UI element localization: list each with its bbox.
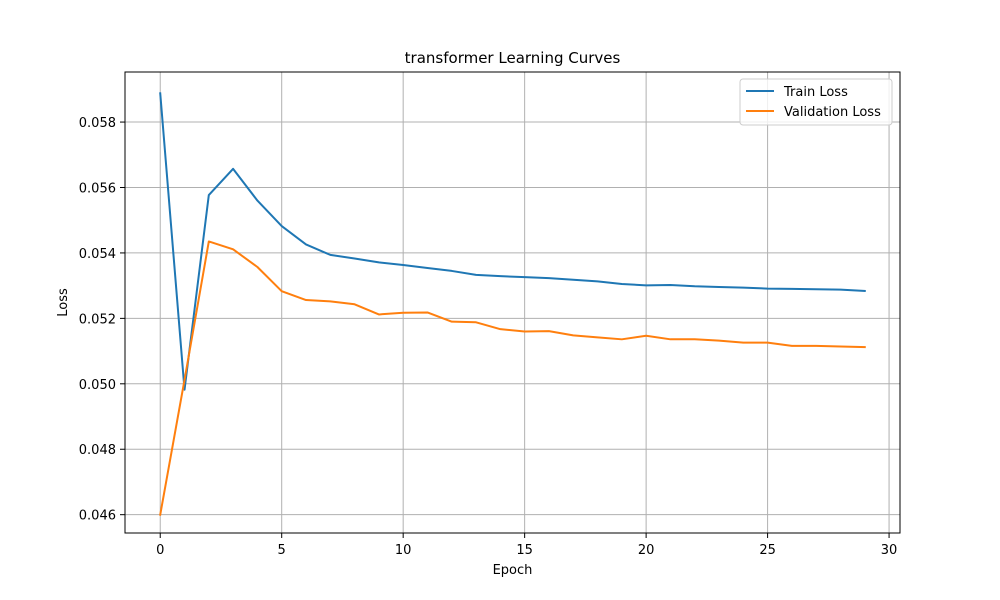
x-tick-label: 30: [881, 543, 898, 558]
axis-ticks: 0 5 10 15 20 25 30 0.046 0.048 0.050 0.052 0.054 0.0…: [79, 116, 898, 558]
legend-label: Validation Loss: [784, 105, 881, 120]
legend-box: [739, 78, 893, 126]
legend: Train Loss Validation Loss: [739, 78, 893, 126]
x-tick-label: 25: [759, 543, 776, 558]
y-tick-label: 0.056: [79, 181, 116, 196]
y-tick-label: 0.050: [79, 378, 116, 393]
x-tick-label: 10: [395, 543, 412, 558]
y-tick-label: 0.052: [79, 312, 116, 327]
series-line-train-loss: [159, 92, 866, 391]
x-axis-label: Epoch: [493, 563, 533, 578]
x-tick-label: 20: [638, 543, 655, 558]
plot-series: [159, 92, 866, 516]
y-tick-label: 0.058: [79, 116, 116, 131]
y-tick-label: 0.054: [79, 247, 116, 262]
grid: [125, 72, 900, 533]
y-tick-label: 0.046: [79, 509, 116, 524]
series-line-validation-loss: [159, 240, 866, 516]
x-tick-label: 0: [156, 543, 164, 558]
legend-label: Train Loss: [783, 85, 848, 100]
y-axis-label: Loss: [56, 288, 71, 317]
axes-frame: [124, 71, 901, 534]
chart-title: transformer Learning Curves: [405, 49, 621, 67]
x-tick-label: 15: [516, 543, 533, 558]
y-tick-label: 0.048: [79, 443, 116, 458]
x-tick-label: 5: [278, 543, 286, 558]
